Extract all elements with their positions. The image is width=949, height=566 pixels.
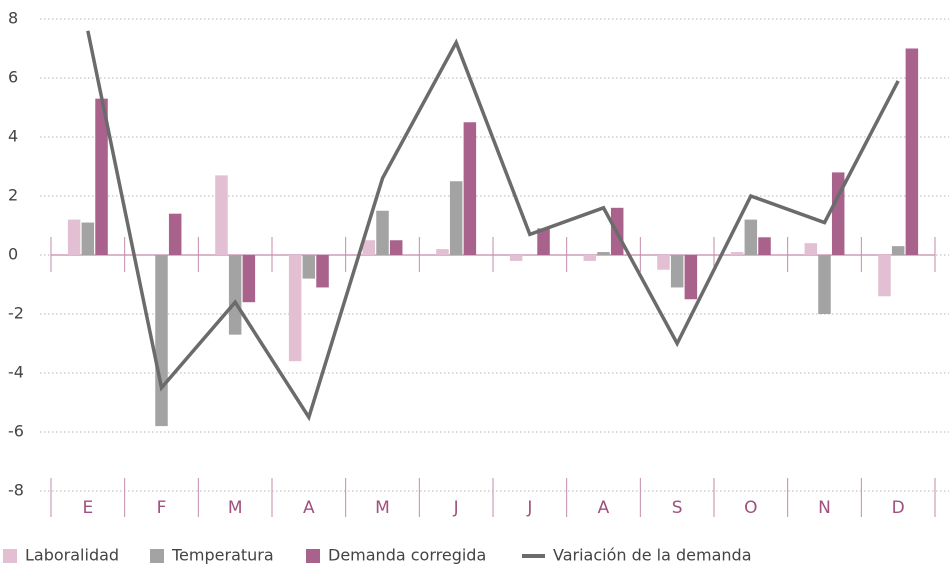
- x-tick-label: M: [375, 498, 390, 518]
- bar: [684, 255, 698, 300]
- bar: [288, 255, 302, 362]
- x-tick-label: J: [453, 498, 459, 518]
- x-tick-label: N: [818, 498, 831, 518]
- bar: [463, 122, 477, 255]
- legend-label: Laboralidad: [25, 546, 119, 565]
- bar: [155, 255, 168, 427]
- bar: [818, 255, 831, 314]
- bar: [905, 48, 919, 255]
- bar: [302, 255, 316, 279]
- y-tick-label: -2: [8, 304, 24, 323]
- y-tick-label: -8: [8, 481, 24, 500]
- legend-swatch: [3, 549, 17, 563]
- bar: [67, 219, 81, 255]
- bar: [449, 181, 463, 255]
- bar: [878, 255, 891, 297]
- bar: [376, 210, 389, 255]
- bar: [242, 255, 256, 303]
- legend-swatch: [306, 549, 320, 563]
- y-tick-label: 6: [8, 68, 18, 87]
- bar: [95, 98, 108, 256]
- legend-label: Variación de la demanda: [553, 546, 752, 565]
- legend-swatch: [150, 549, 164, 563]
- x-tick-label: D: [892, 498, 905, 518]
- bar: [436, 249, 449, 255]
- x-tick-label: J: [526, 498, 532, 518]
- legend-label: Demanda corregida: [328, 546, 486, 565]
- x-tick-label: A: [303, 498, 315, 518]
- bar: [583, 255, 597, 261]
- bar: [389, 240, 403, 255]
- bar: [891, 246, 905, 255]
- bar: [657, 255, 670, 270]
- bar: [316, 255, 329, 288]
- bar: [215, 175, 228, 255]
- x-tick-label: F: [157, 498, 167, 518]
- bar: [758, 237, 771, 255]
- bar: [804, 243, 818, 255]
- y-tick-label: -6: [8, 422, 24, 441]
- bar: [744, 219, 758, 255]
- line: [86, 30, 900, 422]
- x-tick-label: S: [672, 498, 683, 518]
- y-tick-label: -4: [8, 363, 24, 382]
- x-tick-label: A: [598, 498, 610, 518]
- x-tick-label: E: [82, 498, 93, 518]
- bar: [597, 252, 610, 255]
- bar: [362, 240, 376, 255]
- legend-label: Temperatura: [171, 546, 274, 565]
- y-tick-label: 4: [8, 127, 18, 146]
- y-tick-label: 8: [8, 9, 18, 28]
- bar: [730, 252, 744, 255]
- bar: [670, 255, 684, 288]
- x-tick-label: M: [228, 498, 243, 518]
- bar: [537, 228, 550, 255]
- bar: [81, 222, 95, 255]
- y-tick-label: 0: [8, 245, 18, 264]
- bar: [509, 255, 523, 261]
- x-tick-label: O: [744, 498, 757, 518]
- bar: [168, 213, 182, 255]
- bar: [228, 255, 242, 335]
- y-tick-label: 2: [8, 186, 18, 205]
